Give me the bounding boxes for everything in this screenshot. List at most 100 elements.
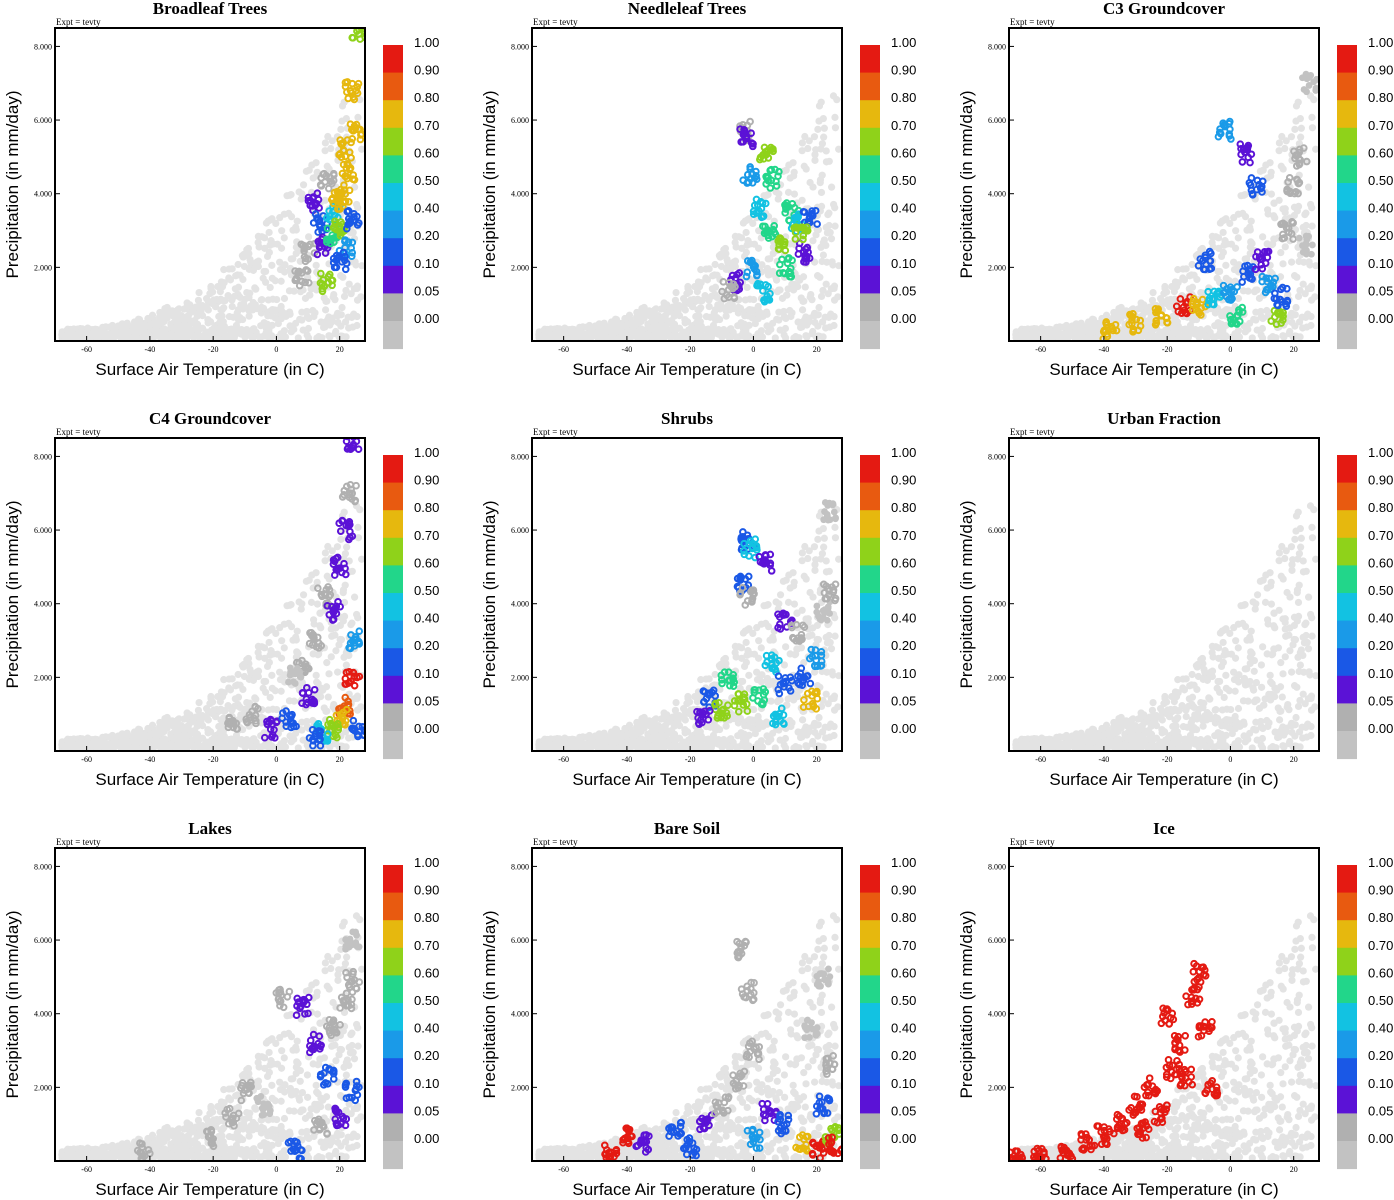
background-point	[670, 332, 678, 340]
background-point	[252, 695, 260, 703]
background-point	[1092, 334, 1101, 341]
data-point	[770, 222, 779, 230]
data-point	[333, 719, 342, 728]
data-point	[263, 717, 271, 726]
data-point	[1267, 281, 1276, 289]
background-point	[713, 293, 721, 302]
colorbar-label: 0.50	[414, 583, 439, 598]
background-point	[806, 178, 814, 187]
background-point	[348, 619, 356, 627]
background-point	[693, 287, 701, 296]
data-point	[772, 177, 780, 186]
background-point	[1131, 333, 1139, 341]
data-point	[803, 243, 812, 252]
data-point	[347, 252, 356, 261]
scatter-points	[58, 438, 365, 751]
background-point	[261, 321, 269, 329]
background-point	[293, 627, 301, 635]
data-point	[1253, 176, 1262, 185]
data-point	[1246, 158, 1254, 167]
background-point	[827, 235, 836, 243]
background-point	[236, 681, 244, 689]
background-point	[354, 534, 363, 542]
background-point	[638, 304, 646, 313]
background-point	[819, 251, 827, 259]
x-axis-title: Surface Air Temperature (in C)	[1049, 360, 1278, 379]
background-point	[159, 721, 167, 730]
data-point	[766, 289, 774, 298]
background-point	[286, 322, 294, 330]
background-point	[353, 296, 362, 304]
colorbar-swatch	[1337, 210, 1357, 239]
data-point	[1194, 307, 1203, 316]
background-point	[816, 179, 824, 187]
x-tick-label: 20	[1290, 345, 1298, 354]
data-point	[739, 137, 747, 146]
background-point	[136, 733, 144, 741]
colorbar-label: 0.05	[891, 283, 916, 298]
background-point	[811, 156, 819, 164]
colorbar-swatch	[1337, 238, 1357, 267]
background-point	[1247, 217, 1255, 225]
background-point	[711, 329, 719, 337]
colorbar-label: 0.05	[414, 693, 439, 708]
background-point	[818, 140, 827, 148]
background-point	[167, 740, 175, 748]
background-point	[219, 318, 227, 326]
data-point	[735, 269, 744, 277]
colorbar-label: 0.60	[1368, 145, 1393, 160]
colorbar-swatch	[383, 593, 403, 622]
background-point	[830, 296, 839, 304]
background-point	[194, 706, 203, 714]
background-point	[338, 303, 346, 312]
background-point	[78, 325, 86, 333]
background-point	[766, 255, 774, 263]
colorbar-swatch	[383, 183, 403, 212]
background-point	[726, 333, 735, 341]
background-point	[1293, 332, 1301, 340]
background-point	[773, 315, 781, 323]
data-point	[344, 214, 353, 223]
background-point	[67, 744, 75, 751]
background-point	[814, 535, 822, 543]
background-point	[1250, 288, 1259, 296]
background-point	[356, 506, 364, 514]
background-point	[328, 318, 336, 326]
background-point	[151, 742, 160, 750]
background-point	[835, 145, 842, 153]
background-point	[339, 273, 347, 281]
background-point	[833, 96, 841, 104]
data-point	[353, 221, 362, 229]
data-point	[1236, 140, 1245, 148]
data-point	[248, 707, 256, 716]
data-point	[1227, 319, 1236, 328]
background-point	[711, 260, 719, 269]
background-point	[183, 299, 191, 307]
data-point	[1163, 318, 1172, 327]
background-point	[820, 124, 828, 132]
background-point	[1045, 326, 1053, 334]
background-point	[222, 743, 230, 751]
data-point	[319, 276, 328, 284]
background-point	[1164, 296, 1172, 304]
background-point	[703, 276, 712, 284]
background-point	[295, 188, 303, 196]
background-point	[697, 304, 705, 312]
background-point	[759, 312, 767, 320]
background-point	[745, 321, 753, 329]
background-point	[818, 318, 827, 326]
colorbar-swatch	[383, 321, 403, 350]
background-point	[123, 321, 131, 329]
background-point	[684, 282, 692, 291]
background-point	[358, 555, 365, 563]
data-point	[1244, 141, 1253, 150]
background-point	[224, 702, 232, 710]
background-point	[1237, 192, 1245, 200]
background-point	[1115, 304, 1123, 313]
colorbar-swatch	[383, 482, 403, 511]
background-point	[323, 659, 331, 667]
data-point	[357, 21, 363, 27]
background-point	[287, 623, 296, 631]
data-point	[333, 564, 341, 573]
background-point	[754, 307, 763, 315]
